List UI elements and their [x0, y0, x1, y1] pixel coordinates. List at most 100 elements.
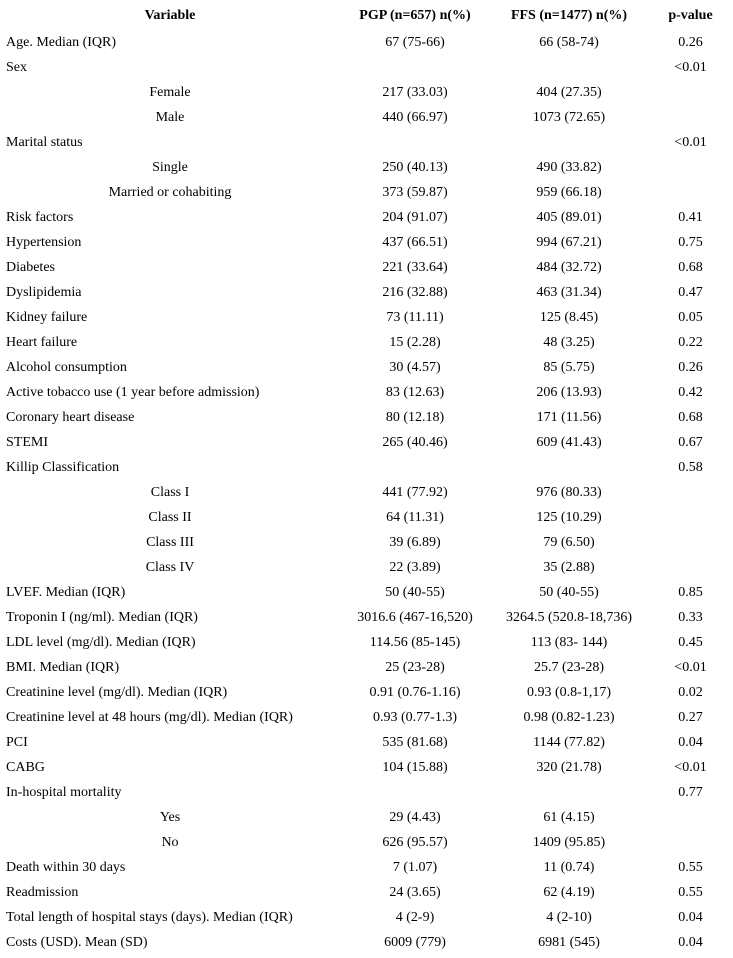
- cell-variable: Sex: [6, 59, 27, 75]
- cell-p-value: <0.01: [674, 134, 707, 150]
- cell-p-value: 0.75: [678, 234, 703, 250]
- table-row: Male 440 (66.97) 1073 (72.65): [0, 105, 733, 130]
- cell-p-value: 0.02: [678, 684, 703, 700]
- table-row: Age. Median (IQR) 67 (75-66) 66 (58-74) …: [0, 30, 733, 55]
- cell-variable: LDL level (mg/dl). Median (IQR): [6, 634, 196, 650]
- cell-ffs-value: 0.93 (0.8-1,17): [527, 684, 611, 700]
- table-row: Class III 39 (6.89) 79 (6.50): [0, 530, 733, 555]
- cell-ffs-value: [490, 780, 648, 805]
- cell-ffs-value: 50 (40-55): [539, 584, 599, 600]
- cell-ffs-value: 320 (21.78): [536, 759, 602, 775]
- cell-variable: Single: [152, 159, 188, 175]
- cell-p-value: 0.22: [678, 334, 703, 350]
- cell-pgp-value: 204 (91.07): [382, 209, 448, 225]
- cell-variable: Class IV: [145, 559, 195, 575]
- header-row: Variable PGP (n=657) n(%) FFS (n=1477) n…: [0, 2, 733, 30]
- header-pvalue: p-value: [668, 8, 713, 23]
- cell-variable: Dyslipidemia: [6, 284, 82, 300]
- table-row: LDL level (mg/dl). Median (IQR) 114.56 (…: [0, 630, 733, 655]
- table-row: Readmission 24 (3.65) 62 (4.19) 0.55: [0, 880, 733, 905]
- cell-variable: CABG: [6, 759, 45, 775]
- cell-ffs-value: 48 (3.25): [543, 334, 595, 350]
- cell-pgp-value: 80 (12.18): [385, 409, 445, 425]
- cell-pgp-value: 64 (11.31): [386, 509, 444, 525]
- cell-ffs-value: 484 (32.72): [536, 259, 602, 275]
- cell-pgp-value: 626 (95.57): [382, 834, 448, 850]
- cell-p-value: <0.01: [674, 759, 707, 775]
- cell-pgp-value: 441 (77.92): [382, 484, 448, 500]
- cell-p-value: [648, 105, 733, 130]
- cell-pgp-value: 437 (66.51): [382, 234, 448, 250]
- table-row: BMI. Median (IQR) 25 (23-28) 25.7 (23-28…: [0, 655, 733, 680]
- cell-p-value: 0.26: [678, 34, 703, 50]
- cell-ffs-value: [490, 130, 648, 155]
- table-row: Single 250 (40.13) 490 (33.82): [0, 155, 733, 180]
- cell-p-value: [648, 80, 733, 105]
- cell-variable: Married or cohabiting: [108, 184, 232, 200]
- cell-variable: Total length of hospital stays (days). M…: [6, 909, 293, 925]
- cell-pgp-value: 29 (4.43): [389, 809, 441, 825]
- cell-p-value: <0.01: [674, 659, 707, 675]
- cell-p-value: [648, 805, 733, 830]
- cell-ffs-value: 171 (11.56): [536, 409, 602, 425]
- table-row: Risk factors 204 (91.07) 405 (89.01) 0.4…: [0, 205, 733, 230]
- cell-ffs-value: 62 (4.19): [543, 884, 595, 900]
- cell-p-value: 0.67: [678, 434, 703, 450]
- table-row: CABG 104 (15.88) 320 (21.78) <0.01: [0, 755, 733, 780]
- cell-pgp-value: 535 (81.68): [382, 734, 448, 750]
- cell-variable: Coronary heart disease: [6, 409, 135, 425]
- cell-variable: STEMI: [6, 434, 48, 450]
- cell-pgp-value: 7 (1.07): [392, 859, 438, 875]
- table-row: Creatinine level (mg/dl). Median (IQR) 0…: [0, 680, 733, 705]
- cell-pgp-value: 373 (59.87): [382, 184, 448, 200]
- cell-pgp-value: 67 (75-66): [385, 34, 445, 50]
- cell-p-value: 0.77: [678, 784, 703, 800]
- table-row: Marital status <0.01: [0, 130, 733, 155]
- cell-ffs-value: 0.98 (0.82-1.23): [523, 709, 615, 725]
- cell-pgp-value: 217 (33.03): [382, 84, 448, 100]
- table-row: Death within 30 days 7 (1.07) 11 (0.74) …: [0, 855, 733, 880]
- cell-ffs-value: 3264.5 (520.8-18,736): [506, 609, 632, 625]
- cell-variable: Alcohol consumption: [6, 359, 127, 375]
- cell-p-value: [648, 155, 733, 180]
- table-row: Class I 441 (77.92) 976 (80.33): [0, 480, 733, 505]
- header-ffs: FFS (n=1477) n(%): [510, 8, 628, 23]
- header-variable: Variable: [144, 8, 196, 23]
- cell-variable: Heart failure: [6, 334, 78, 350]
- cell-pgp-value: 6009 (779): [384, 934, 446, 950]
- cell-variable: PCI: [6, 734, 28, 750]
- cell-p-value: 0.55: [678, 884, 703, 900]
- cell-variable: In-hospital mortality: [6, 784, 122, 800]
- cell-variable: Age. Median (IQR): [6, 34, 117, 50]
- cell-p-value: 0.27: [678, 709, 703, 725]
- cell-ffs-value: 35 (2.88): [543, 559, 595, 575]
- cell-variable: No: [161, 834, 179, 850]
- cell-pgp-value: 216 (32.88): [382, 284, 448, 300]
- cell-ffs-value: [490, 455, 648, 480]
- cell-variable: Diabetes: [6, 259, 55, 275]
- cell-p-value: 0.33: [678, 609, 703, 625]
- cell-pgp-value: 39 (6.89): [389, 534, 441, 550]
- table-row: Sex <0.01: [0, 55, 733, 80]
- cell-pgp-value: 104 (15.88): [382, 759, 448, 775]
- cell-ffs-value: 405 (89.01): [536, 209, 602, 225]
- cell-ffs-value: 85 (5.75): [543, 359, 595, 375]
- cell-ffs-value: 6981 (545): [538, 934, 600, 950]
- cell-variable: Risk factors: [6, 209, 74, 225]
- cell-ffs-value: 490 (33.82): [536, 159, 602, 175]
- cell-pgp-value: 265 (40.46): [382, 434, 448, 450]
- table-row: PCI 535 (81.68) 1144 (77.82) 0.04: [0, 730, 733, 755]
- cell-variable: Class II: [148, 509, 192, 525]
- cell-ffs-value: 959 (66.18): [536, 184, 602, 200]
- cell-pgp-value: 3016.6 (467-16,520): [357, 609, 473, 625]
- cell-variable: Costs (USD). Mean (SD): [6, 934, 148, 950]
- cell-p-value: 0.04: [678, 734, 703, 750]
- cell-p-value: 0.85: [678, 584, 703, 600]
- cell-p-value: 0.47: [678, 284, 703, 300]
- table-row: Active tobacco use (1 year before admiss…: [0, 380, 733, 405]
- table-row: STEMI 265 (40.46) 609 (41.43) 0.67: [0, 430, 733, 455]
- cell-ffs-value: 113 (83- 144): [530, 634, 608, 650]
- cell-p-value: 0.04: [678, 909, 703, 925]
